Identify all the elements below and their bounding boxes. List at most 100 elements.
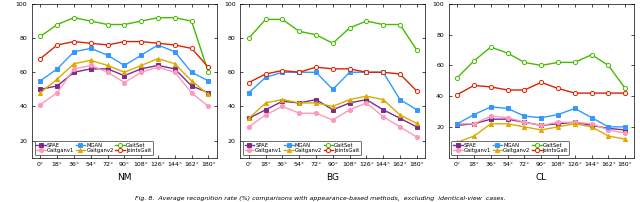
Gaitganv2 bbox=[278, 98, 286, 101]
Line: SPAE: SPAE bbox=[247, 98, 419, 129]
JointsGait bbox=[538, 81, 545, 84]
MGAN bbox=[396, 98, 404, 101]
MGAN bbox=[504, 107, 511, 110]
JointsGait bbox=[278, 69, 286, 72]
Line: MGAN: MGAN bbox=[455, 105, 627, 129]
JointsGait bbox=[171, 44, 179, 46]
Gaitganv2 bbox=[87, 59, 95, 62]
Line: SPAE: SPAE bbox=[38, 63, 211, 95]
Gaitganv2 bbox=[312, 102, 320, 104]
MGAN bbox=[36, 80, 44, 82]
Gaitganv2 bbox=[262, 102, 269, 104]
Gaitganv2 bbox=[538, 129, 545, 131]
MGAN bbox=[296, 71, 303, 74]
MGAN bbox=[138, 54, 145, 56]
Line: GaitSet: GaitSet bbox=[247, 17, 419, 52]
SPAE bbox=[346, 102, 353, 104]
GaitSet bbox=[538, 64, 545, 67]
MGAN bbox=[154, 44, 162, 46]
MGAN bbox=[470, 113, 478, 116]
GaitSet bbox=[380, 23, 387, 26]
Gaitganv1 bbox=[554, 121, 562, 123]
SPAE bbox=[504, 118, 511, 120]
Gaitganv1 bbox=[53, 92, 61, 94]
GaitSet bbox=[453, 77, 461, 79]
Gaitganv2 bbox=[138, 64, 145, 67]
Gaitganv1 bbox=[262, 114, 269, 116]
GaitSet bbox=[171, 17, 179, 19]
MGAN bbox=[53, 68, 61, 70]
SPAE bbox=[188, 85, 195, 87]
Gaitganv1 bbox=[487, 115, 495, 117]
MGAN bbox=[346, 71, 353, 74]
MGAN bbox=[329, 88, 337, 90]
Gaitganv2 bbox=[588, 126, 595, 128]
Gaitganv2 bbox=[554, 126, 562, 128]
JointsGait bbox=[588, 92, 595, 94]
Gaitganv2 bbox=[453, 141, 461, 143]
Line: Gaitganv1: Gaitganv1 bbox=[455, 114, 627, 135]
JointsGait bbox=[312, 66, 320, 68]
Line: Gaitganv2: Gaitganv2 bbox=[38, 57, 211, 97]
Gaitganv2 bbox=[413, 122, 420, 125]
Gaitganv1 bbox=[312, 112, 320, 114]
MGAN bbox=[588, 116, 595, 119]
GaitSet bbox=[120, 23, 128, 26]
MGAN bbox=[487, 106, 495, 108]
JointsGait bbox=[296, 71, 303, 74]
MGAN bbox=[104, 54, 111, 56]
MGAN bbox=[205, 80, 212, 82]
Gaitganv2 bbox=[362, 95, 370, 97]
GaitSet bbox=[53, 23, 61, 26]
Gaitganv2 bbox=[205, 93, 212, 96]
JointsGait bbox=[138, 40, 145, 43]
MGAN bbox=[262, 76, 269, 79]
GaitSet bbox=[346, 27, 353, 29]
SPAE bbox=[53, 85, 61, 87]
GaitSet bbox=[104, 23, 111, 26]
Gaitganv1 bbox=[120, 81, 128, 84]
SPAE bbox=[520, 121, 528, 123]
GaitSet bbox=[554, 61, 562, 64]
JointsGait bbox=[262, 73, 269, 75]
X-axis label: BG: BG bbox=[326, 173, 339, 182]
JointsGait bbox=[453, 93, 461, 96]
SPAE bbox=[278, 100, 286, 102]
Line: MGAN: MGAN bbox=[38, 43, 211, 83]
Line: GaitSet: GaitSet bbox=[455, 45, 627, 90]
JointsGait bbox=[53, 44, 61, 46]
JointsGait bbox=[36, 57, 44, 60]
MGAN bbox=[520, 115, 528, 117]
Gaitganv2 bbox=[154, 57, 162, 60]
SPAE bbox=[396, 117, 404, 120]
Line: JointsGait: JointsGait bbox=[247, 65, 419, 93]
GaitSet bbox=[504, 52, 511, 54]
JointsGait bbox=[380, 71, 387, 74]
Gaitganv2 bbox=[571, 123, 579, 125]
SPAE bbox=[380, 109, 387, 111]
Gaitganv2 bbox=[487, 123, 495, 125]
GaitSet bbox=[138, 20, 145, 22]
Gaitganv1 bbox=[296, 112, 303, 114]
Line: Gaitganv2: Gaitganv2 bbox=[247, 94, 419, 125]
JointsGait bbox=[413, 90, 420, 92]
JointsGait bbox=[396, 73, 404, 75]
GaitSet bbox=[296, 30, 303, 33]
Line: Gaitganv2: Gaitganv2 bbox=[455, 122, 627, 144]
Gaitganv1 bbox=[504, 116, 511, 119]
GaitSet bbox=[605, 64, 612, 67]
Gaitganv1 bbox=[571, 121, 579, 123]
Gaitganv1 bbox=[538, 124, 545, 126]
SPAE bbox=[453, 124, 461, 126]
SPAE bbox=[87, 68, 95, 70]
Gaitganv2 bbox=[53, 78, 61, 80]
SPAE bbox=[605, 127, 612, 130]
SPAE bbox=[245, 117, 253, 120]
SPAE bbox=[36, 88, 44, 90]
GaitSet bbox=[205, 71, 212, 74]
MGAN bbox=[605, 126, 612, 128]
Gaitganv1 bbox=[245, 126, 253, 128]
Gaitganv1 bbox=[605, 129, 612, 131]
JointsGait bbox=[205, 66, 212, 68]
SPAE bbox=[413, 126, 420, 128]
